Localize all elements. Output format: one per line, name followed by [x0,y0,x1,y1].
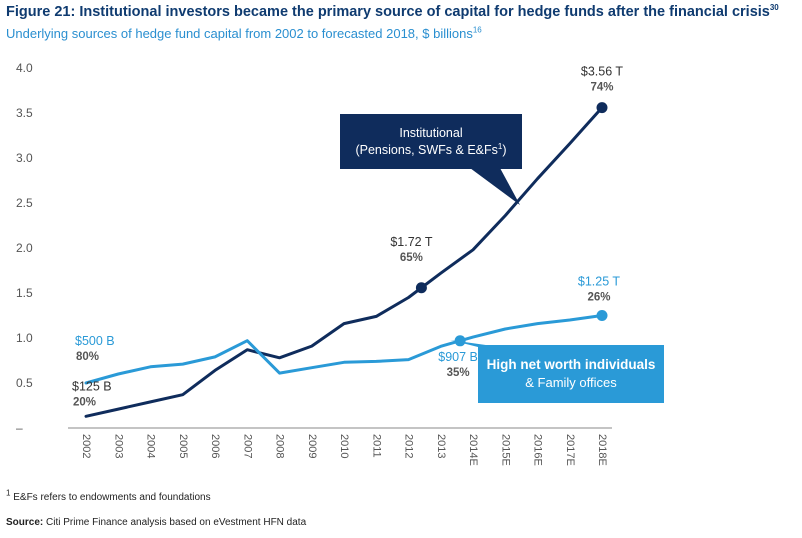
x-tick-label: 2010 [338,434,350,458]
pct-label-hnw-2013: 35% [447,367,470,379]
x-tick-label: 2003 [112,434,124,458]
data-label-inst-2018: $3.56 T [581,65,624,79]
chart-subtitle-sup: 16 [472,25,482,35]
hnw-callout-line1: High net worth individuals [486,357,656,372]
institutional-callout-line2: (Pensions, SWFs & E&Fs [355,142,498,157]
data-label-hnw-start: $500 B [75,334,115,348]
data-label-hnw-2018: $1.25 T [578,275,621,289]
pct-label-inst-2013: 65% [400,252,423,264]
y-tick-label: 0.5 [16,376,33,390]
x-tick-label: 2011 [370,434,382,458]
y-tick-label: 1.0 [16,331,33,345]
pct-label-inst-start: 20% [73,396,96,408]
x-tick-label: 2018E [596,434,608,466]
institutional-callout-line1: Institutional [399,125,463,140]
data-label-inst-start: $125 B [72,379,112,393]
footnote: 1 E&Fs refers to endowments and foundati… [6,488,211,503]
y-tick-label: – [16,421,23,435]
source-text: Citi Prime Finance analysis based on eVe… [43,517,307,528]
chart-title: Figure 21: Institutional investors becam… [6,4,779,20]
x-tick-label: 2005 [177,434,189,458]
y-tick-label: 3.5 [16,106,33,120]
x-tick-label: 2002 [80,434,92,458]
data-label-hnw-2013: $907 B [438,350,478,364]
footnote-text: E&Fs refers to endowments and foundation… [10,492,211,503]
source-label: Source: [6,517,44,528]
data-label-inst-2013: $1.72 T [390,235,433,249]
series-line-institutional [84,106,604,418]
point-marker-inst-2018 [596,102,608,114]
x-tick-label: 2014E [467,434,479,466]
institutional-callout-line2-wrap: (Pensions, SWFs & E&Fs1) [355,142,506,159]
y-tick-label: 3.0 [16,151,33,165]
chart-title-text: Figure 21: Institutional investors becam… [6,4,770,20]
chart-title-sup: 30 [769,3,779,13]
point-marker-inst-2013 [415,282,427,294]
x-tick-label: 2016E [532,434,544,466]
x-tick-label: 2017E [564,434,576,466]
footnote-sup: 1 [6,488,11,498]
point-marker-hnw-2018 [596,310,608,321]
y-tick-label: 1.5 [16,286,33,300]
point-marker-hnw-2013 [454,335,466,347]
pct-label-hnw-2018: 26% [587,292,610,304]
institutional-callout: Institutional (Pensions, SWFs & E&Fs1) [340,114,522,169]
y-tick-label: 2.5 [16,196,33,210]
y-tick-label: 4.0 [16,61,33,75]
x-tick-label: 2012 [403,434,415,458]
x-tick-label: 2008 [274,434,286,458]
institutional-callout-close: ) [502,142,507,157]
series-line-hnw [84,314,604,385]
inst-callout-pointer [470,168,520,205]
y-tick-label: 2.0 [16,241,33,255]
institutional-callout-sup: 1 [497,141,503,151]
x-tick-label: 2007 [241,434,253,458]
x-tick-label: 2009 [306,434,318,458]
x-tick-label: 2004 [145,434,157,458]
pct-label-hnw-start: 80% [76,351,99,363]
x-tick-label: 2013 [435,434,447,458]
x-tick-label: 2015E [499,434,511,466]
hnw-callout-line2: & Family offices [525,375,617,390]
pct-label-inst-2018: 74% [590,82,613,94]
source-note: Source: Citi Prime Finance analysis base… [6,517,306,528]
chart-subtitle: Underlying sources of hedge fund capital… [6,26,482,41]
x-tick-label: 2006 [209,434,221,458]
hnw-callout: High net worth individuals & Family offi… [478,345,664,403]
chart-subtitle-text: Underlying sources of hedge fund capital… [6,26,473,41]
